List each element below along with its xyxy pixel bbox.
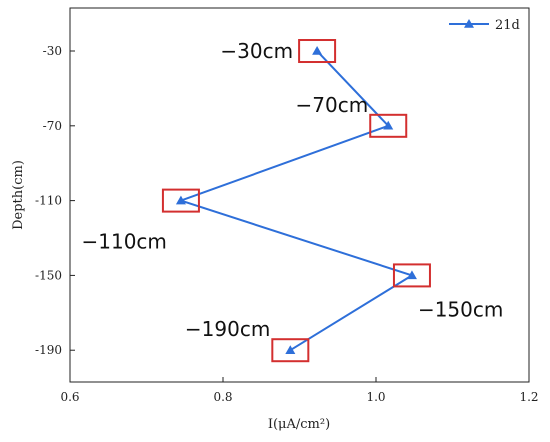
depth-annotation: −30cm: [220, 39, 293, 63]
data-point: [406, 270, 417, 280]
data-point: [383, 120, 394, 130]
x-tick-label: 1.2: [519, 390, 538, 404]
y-axis-title: Depth(cm): [11, 160, 26, 230]
y-tick-label: -190: [35, 343, 62, 357]
highlight-box: [392, 263, 431, 288]
data-point: [285, 345, 296, 354]
depth-annotation: −190cm: [185, 317, 270, 341]
x-tick-label: 0.6: [60, 390, 79, 404]
y-tick-label: -70: [43, 119, 62, 133]
highlight-box: [369, 113, 408, 138]
y-tick-label: -150: [35, 268, 62, 282]
legend-marker: [464, 19, 474, 28]
legend: 21d: [449, 18, 520, 33]
depth-annotation: −110cm: [82, 230, 167, 254]
x-tick-label: 1.0: [366, 390, 385, 404]
depth-annotation: −70cm: [296, 93, 369, 117]
legend-label: 21d: [495, 18, 520, 33]
x-axis-title: I(μA/cm²): [268, 417, 330, 432]
highlight-box: [161, 188, 200, 213]
series-layer: [175, 46, 417, 354]
y-tick-label: -30: [43, 44, 62, 58]
annotation-layer: −30cm −70cm −110cm −150cm −190cm: [82, 39, 503, 363]
highlight-box: [298, 39, 337, 64]
data-point: [312, 46, 323, 55]
data-point: [175, 195, 186, 205]
highlight-box: [271, 338, 310, 363]
axis-ticks: 0.6 0.8 1.0 1.2 -30 -70 -110 -150 -190: [35, 44, 539, 404]
x-tick-label: 0.8: [213, 390, 232, 404]
depth-annotation: −150cm: [418, 297, 503, 321]
plot-frame: [69, 7, 530, 383]
y-tick-label: -110: [35, 194, 62, 208]
